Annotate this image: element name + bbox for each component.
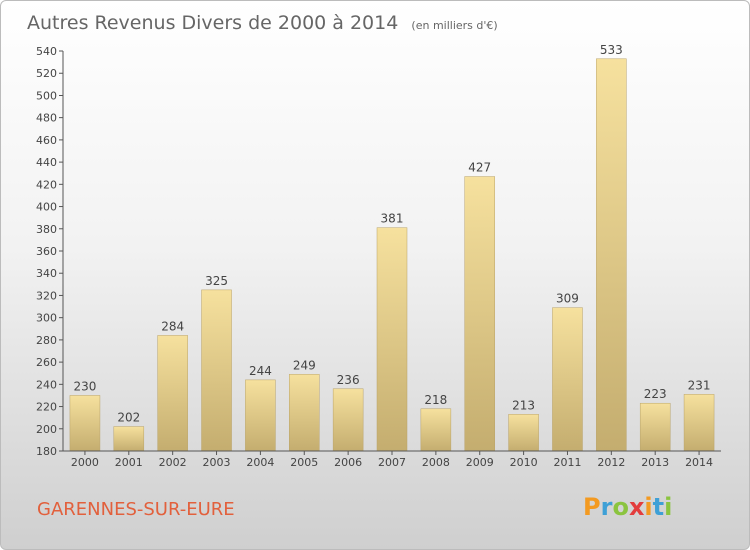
x-tick-label: 2014 [685,456,713,469]
bar-value-label: 427 [468,161,491,175]
bar-value-label: 202 [117,411,140,425]
bar-2008 [420,408,452,452]
x-tick-label: 2012 [597,456,625,469]
bar-2010 [508,414,539,452]
y-tick-label: 320 [36,289,57,302]
bar-2014 [683,394,715,452]
bar-value-label: 218 [424,393,447,407]
x-tick-label: 2003 [203,456,231,469]
y-tick-label: 260 [36,356,57,369]
bar-value-label: 213 [512,398,535,412]
chart-title: Autres Revenus Divers de 2000 à 2014 (en… [27,12,498,34]
proxiti-logo[interactable]: Proxiti [583,493,672,521]
x-tick-label: 2000 [71,456,99,469]
y-tick-label: 280 [36,334,57,347]
bar-2002 [157,335,188,452]
x-tick-label: 2011 [553,456,581,469]
y-tick-label: 540 [36,45,57,58]
x-tick-label: 2002 [159,456,187,469]
bar-value-label: 231 [688,378,711,392]
y-tick-label: 420 [36,178,57,191]
x-tick-label: 2005 [290,456,318,469]
commune-name: GARENNES-SUR-EURE [37,499,235,520]
bar-2001 [113,426,145,452]
y-tick-label: 400 [36,201,57,214]
bar-value-label: 236 [337,373,360,387]
y-tick-label: 500 [36,89,57,102]
bar-value-label: 223 [644,387,667,401]
bar-value-label: 533 [600,43,623,57]
bar-value-label: 325 [205,274,228,288]
bar-2004 [245,379,276,452]
bar-2013 [639,402,671,452]
y-tick-label: 200 [36,423,57,436]
x-tick-label: 2010 [510,456,538,469]
bar-2005 [289,374,320,452]
bar-2000 [69,395,101,452]
bar-2007 [376,227,408,452]
x-tick-label: 2004 [246,456,274,469]
y-tick-label: 480 [36,112,57,125]
bar-2006 [332,388,364,452]
x-tick-label: 2006 [334,456,362,469]
x-tick-label: 2009 [466,456,494,469]
bar-value-label: 244 [249,364,272,378]
x-tick-label: 2008 [422,456,450,469]
chart-title-unit: (en milliers d'€) [411,19,497,32]
bar-value-label: 249 [293,358,316,372]
y-axis: 180 200 220 240 260 280 300 320 340 360 380 400 420 4… [36,45,64,458]
x-tick-label: 2001 [115,456,143,469]
bar-2003 [201,289,232,452]
bar-value-label: 284 [161,319,184,333]
bars-group: 230 202 284 325 244 249 236 381 218 427 213 309 533 2… [69,43,715,452]
y-tick-label: 440 [36,156,57,169]
x-tick-label: 2007 [378,456,406,469]
chart-title-main: Autres Revenus Divers de 2000 à 2014 [27,12,398,34]
y-tick-label: 300 [36,312,57,325]
y-tick-label: 380 [36,223,57,236]
y-tick-label: 460 [36,134,57,147]
y-tick-label: 340 [36,267,57,280]
bar-value-label: 309 [556,292,579,306]
bar-2009 [464,176,495,452]
y-tick-label: 180 [36,445,57,458]
y-tick-label: 220 [36,401,57,414]
y-tick-label: 520 [36,67,57,80]
x-axis: 2000 2001 2002 2003 2004 2005 2006 2007 2008 2009… [63,450,721,469]
bar-value-label: 230 [73,379,96,393]
x-tick-label: 2013 [641,456,669,469]
bar-value-label: 381 [381,212,404,226]
bar-2012 [596,58,627,452]
y-tick-label: 360 [36,245,57,258]
y-tick-label: 240 [36,378,57,391]
bar-2011 [552,307,583,452]
